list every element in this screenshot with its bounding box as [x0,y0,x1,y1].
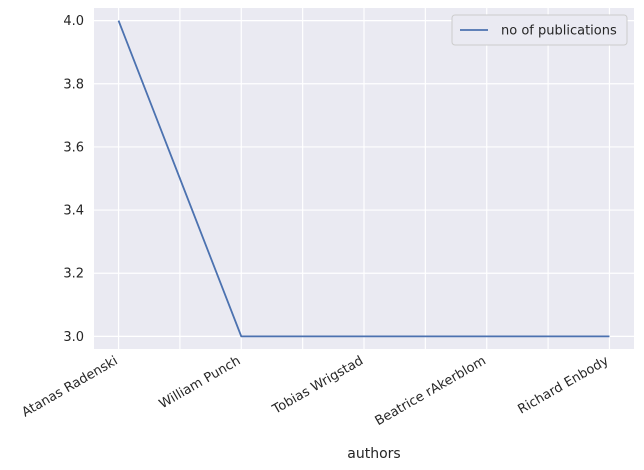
legend: no of publications [451,14,628,46]
series-lines [117,20,610,338]
x-tick-label: Tobias Wrigstad [269,353,366,417]
x-tick-label: William Punch [157,353,244,412]
legend-box [451,14,628,46]
y-tick-label: 3.8 [63,77,84,92]
x-tick-label: Atanas Radenski [20,353,121,420]
y-tick-labels: 3.0 3.2 3.4 3.6 3.8 4.0 [63,14,84,345]
legend-entry-label: no of publications [501,24,617,39]
y-tick-label: 3.6 [63,140,84,155]
y-tick-label: 3.4 [63,204,84,219]
series-line [117,20,610,338]
y-tick-label: 4.0 [63,14,84,29]
x-tick-label: Beatrice rAkerblom [373,353,489,429]
x-tick-label: Richard Enbody [516,353,612,417]
y-tick-label: 3.2 [63,267,84,282]
x-tick-labels: Atanas Radenski William Punch Tobias Wrigs… [20,353,612,429]
x-axis-title: authors [347,446,400,462]
y-tick-label: 3.0 [63,330,84,345]
